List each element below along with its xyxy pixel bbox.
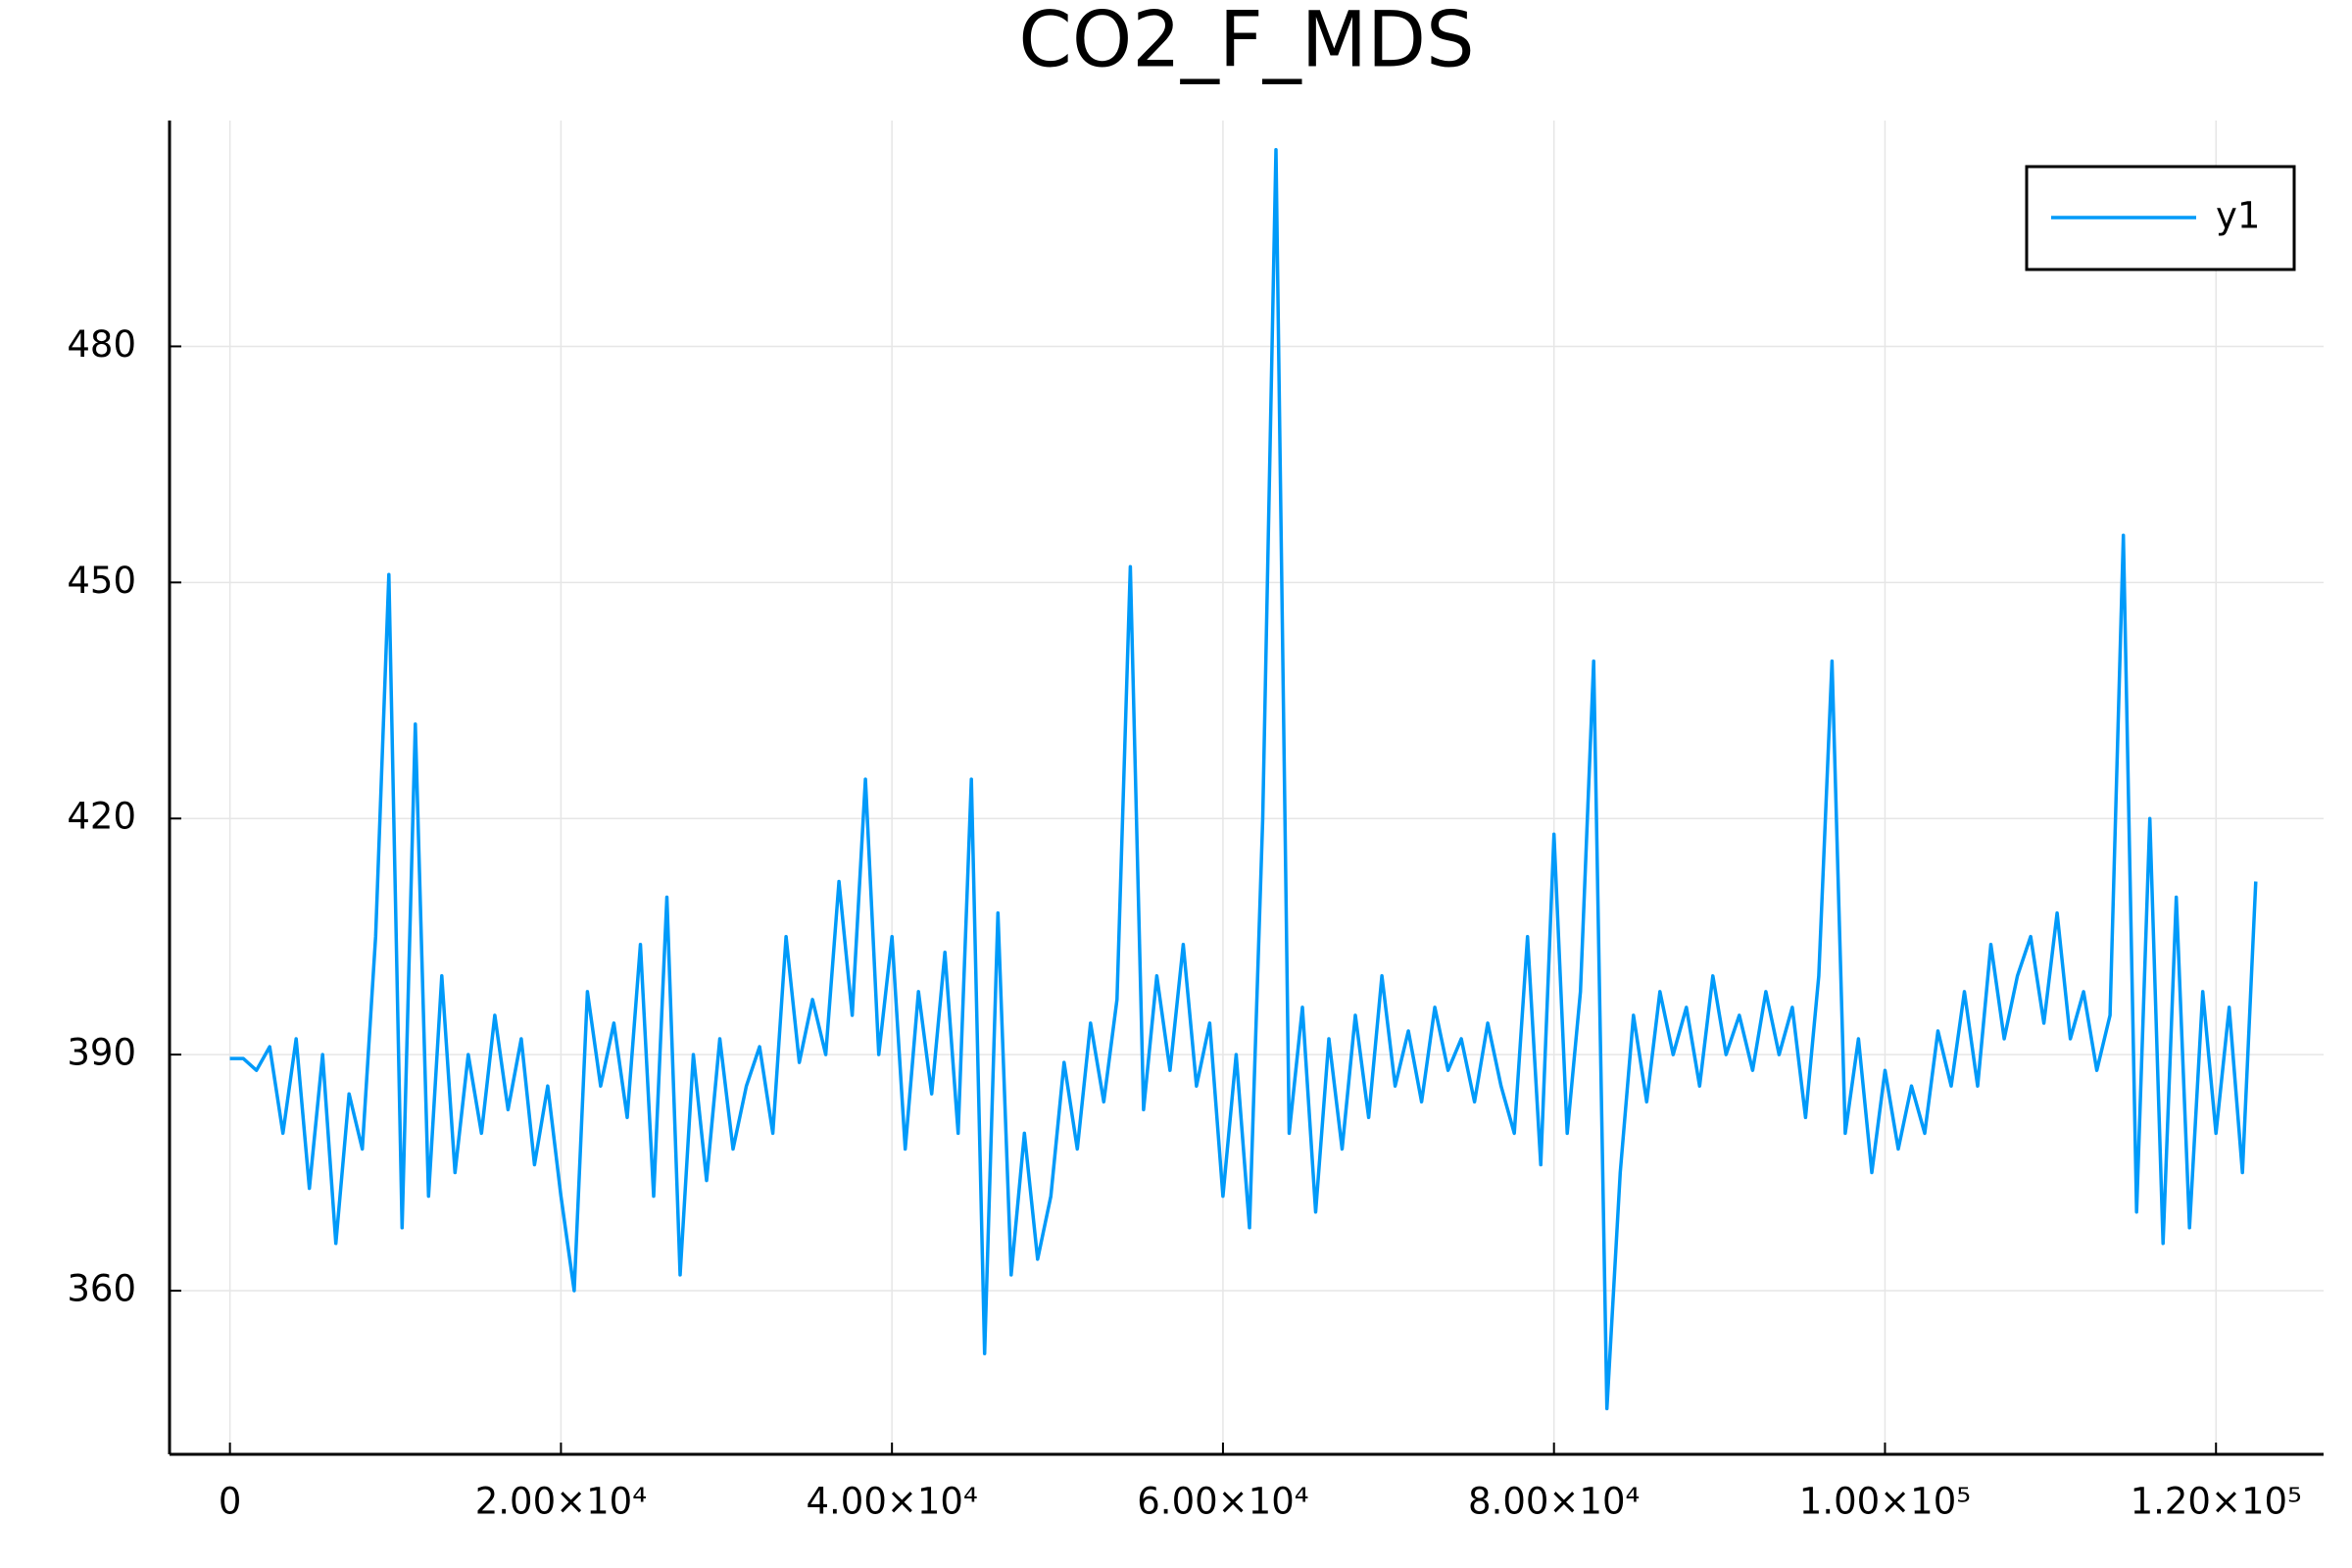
- chart-title: CO2_F_MDS: [1018, 0, 1474, 84]
- x-tick-label: 0: [219, 1481, 242, 1523]
- x-tick-label: 8.00×10⁴: [1468, 1481, 1640, 1523]
- data-line: [229, 147, 2258, 1411]
- y-tick-label: 390: [67, 1032, 136, 1074]
- x-tick-label: 6.00×10⁴: [1137, 1481, 1308, 1523]
- y-tick-label: 450: [67, 560, 136, 602]
- x-tick-label: 4.00×10⁴: [807, 1481, 978, 1523]
- y-tick-label: 420: [67, 796, 136, 838]
- x-tick-label: 2.00×10⁴: [475, 1481, 647, 1523]
- x-tick-label: 1.00×10⁵: [1799, 1481, 1971, 1523]
- x-tick-label: 1.20×10⁵: [2131, 1481, 2302, 1523]
- y-tick-label: 360: [67, 1267, 136, 1309]
- legend-label: y1: [2216, 195, 2260, 237]
- y-tick-label: 480: [67, 323, 136, 366]
